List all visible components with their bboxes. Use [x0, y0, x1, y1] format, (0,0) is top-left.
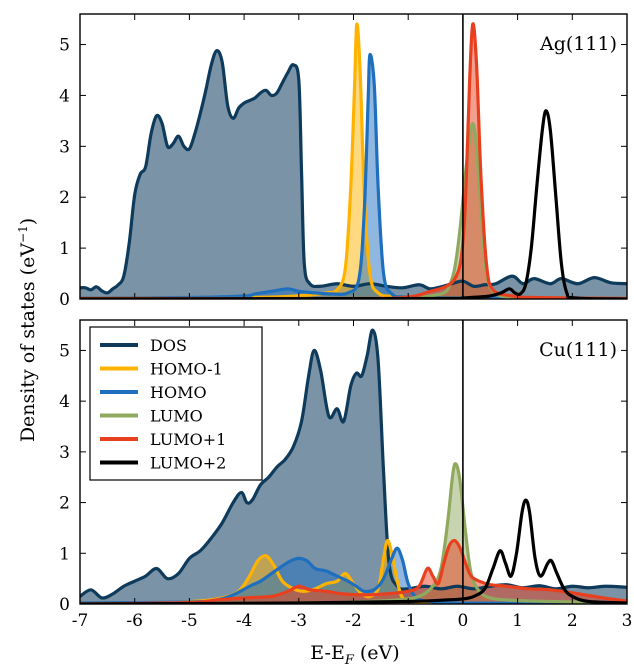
panel-cu111: -7 -6 -5 -4 -3 -2 -1 0 1 2 3 0 1 2 3 4 5 Cu(111): [59, 319, 633, 631]
line-lumoplus1-cu111: [80, 538, 627, 604]
panel-label-cu111: Cu(111): [539, 339, 617, 361]
x-axis-title: E-EF (eV): [310, 642, 399, 668]
line-dos-ag111: [80, 49, 627, 295]
x-tick-label: -5: [181, 611, 198, 631]
x-tick-label: -4: [236, 611, 253, 631]
area-lumoplus1-cu111: [80, 540, 627, 604]
area-dos-cu111: [80, 330, 627, 604]
legend-label: DOS: [150, 336, 187, 355]
x-tick-label: 2: [567, 611, 578, 631]
legend-label: LUMO+2: [150, 454, 226, 473]
plot-area-ag111: [80, 22, 627, 299]
line-homo-cu111: [80, 546, 627, 604]
legend-box: [89, 326, 263, 481]
y-tick-label-cu111: 1: [59, 544, 70, 564]
x-tick-label: 1: [512, 611, 523, 631]
y-tick-label-cu111: 4: [59, 392, 70, 412]
x-tick-label: 0: [457, 611, 468, 631]
line-homo-ag111: [80, 53, 627, 299]
x-tick-label: -2: [345, 611, 362, 631]
y-tick-label-ag111: 2: [59, 188, 70, 208]
x-tick-label: -1: [400, 611, 417, 631]
y-tick-label-cu111: 5: [59, 341, 70, 361]
y-tick-label-cu111: 2: [59, 494, 70, 514]
legend-label: HOMO: [150, 383, 207, 402]
y-tick-label-ag111: 1: [59, 239, 70, 259]
area-homo-cu111: [80, 548, 627, 604]
x-tick-label: -7: [72, 611, 89, 631]
area-dos-ag111: [80, 50, 627, 299]
legend-label: LUMO: [150, 407, 203, 426]
panel-label-ag111: Ag(111): [539, 33, 617, 55]
line-homo-1-cu111: [80, 539, 627, 604]
y-tick-label-ag111: 5: [59, 36, 70, 56]
y-tick-label-ag111: 0: [59, 290, 70, 310]
x-tick-label: 3: [622, 611, 633, 631]
legend: DOS HOMO-1 HOMO LUMO LUMO+1 LUMO+2: [89, 326, 263, 481]
y-axis-title: Density of states (eV−1): [16, 218, 39, 442]
legend-label: HOMO-1: [150, 360, 223, 379]
area-homo-1-ag111: [80, 23, 627, 299]
line-homo-1-ag111: [80, 22, 627, 299]
legend-label: LUMO+1: [150, 430, 226, 449]
y-tick-label-ag111: 4: [59, 86, 70, 106]
line-lumoplus2-cu111: [80, 498, 627, 604]
y-tick-label-cu111: 3: [59, 443, 70, 463]
panel-ag111: 0 1 2 3 4 5 Ag(111): [59, 13, 628, 310]
x-tick-label: -6: [126, 611, 143, 631]
y-tick-label-ag111: 3: [59, 137, 70, 157]
y-tick-label-cu111: 0: [59, 595, 70, 615]
x-tick-label: -3: [291, 611, 308, 631]
plot-area-cu111: [80, 328, 627, 604]
